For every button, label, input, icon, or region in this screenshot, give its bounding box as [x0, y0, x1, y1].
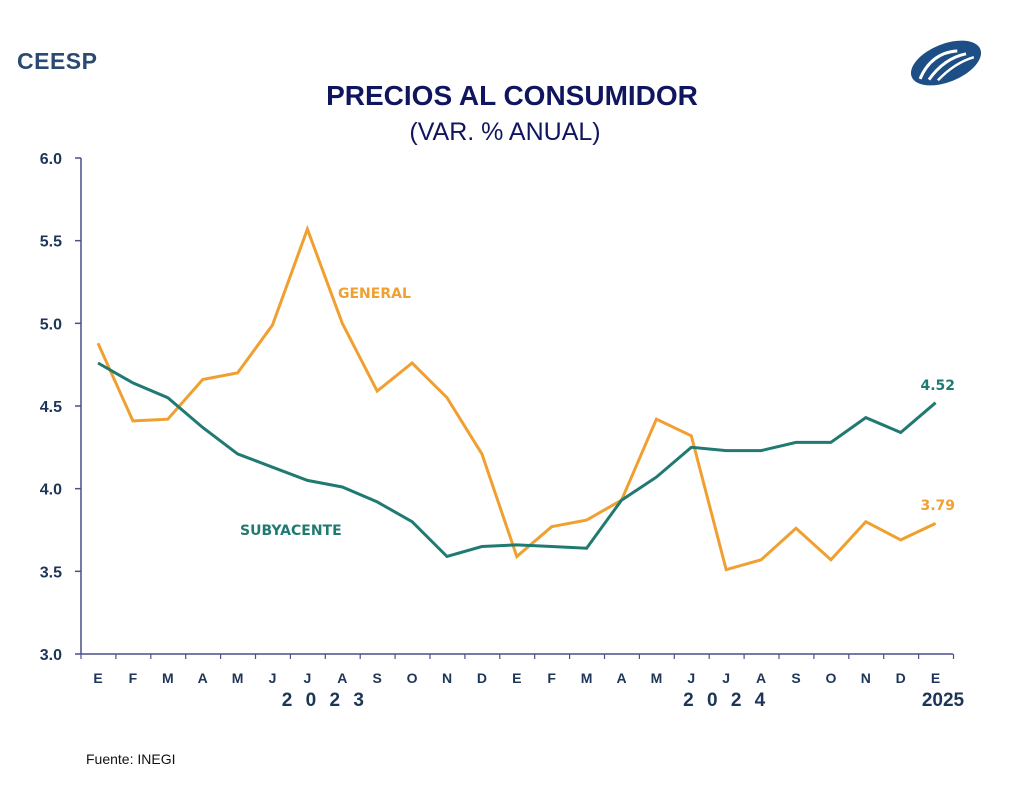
- x-tick-label: O: [825, 670, 836, 686]
- x-tick-label: F: [547, 670, 556, 686]
- source-note: Fuente: INEGI: [86, 751, 176, 767]
- y-tick-label: 5.5: [40, 234, 62, 251]
- tick-labels: 6.0 5.5 5.0 4.5 4.0 3.5 3.0 E F M A M J J A S O N D E F M A M J J…: [40, 151, 965, 711]
- x-tick-label: O: [407, 670, 418, 686]
- y-tick-label: 4.5: [40, 399, 62, 416]
- x-tick-label: F: [129, 670, 138, 686]
- year-label: 2 0 2 4: [683, 690, 769, 711]
- x-tick-label: J: [269, 670, 277, 686]
- y-tick-label: 5.0: [40, 316, 62, 333]
- x-tick-label: A: [337, 670, 347, 686]
- x-tick-label: A: [756, 670, 766, 686]
- series-label-subyacente: SUBYACENTE: [240, 523, 342, 539]
- series-labels: GENERAL SUBYACENTE 4.52 3.79: [240, 286, 955, 539]
- ceesp-brand: CEESP: [17, 48, 98, 74]
- y-tick-label: 6.0: [40, 151, 62, 168]
- x-tick-label: D: [477, 670, 487, 686]
- x-tick-label: M: [651, 670, 663, 686]
- series-lines: [96, 224, 937, 572]
- series-line-subyacente: [97, 361, 937, 559]
- x-tick-label: E: [93, 670, 102, 686]
- x-tick-label: N: [442, 670, 452, 686]
- x-tick-label: A: [616, 670, 626, 686]
- x-tick-label: A: [198, 670, 208, 686]
- x-tick-label: E: [931, 670, 940, 686]
- x-tick-label: N: [861, 670, 871, 686]
- chart-subtitle: (VAR. % ANUAL): [409, 118, 601, 146]
- year-label: 2025: [922, 690, 965, 711]
- x-tick-label: S: [373, 670, 382, 686]
- x-tick-label: J: [304, 670, 312, 686]
- ceesp-logo-icon: [910, 40, 982, 86]
- year-label: 2 0 2 3: [282, 690, 368, 711]
- series-label-general: GENERAL: [338, 286, 411, 302]
- x-tick-label: M: [232, 670, 244, 686]
- series-line-general: [96, 224, 937, 572]
- y-tick-label: 3.5: [40, 564, 62, 581]
- end-value-general: 3.79: [920, 498, 955, 514]
- y-tick-label: 3.0: [40, 647, 62, 664]
- y-tick-label: 4.0: [40, 482, 62, 499]
- x-tick-label: M: [581, 670, 593, 686]
- x-tick-label: S: [791, 670, 800, 686]
- x-tick-label: J: [687, 670, 695, 686]
- axes: [75, 157, 955, 659]
- x-tick-label: D: [896, 670, 906, 686]
- end-value-subyacente: 4.52: [920, 378, 955, 394]
- x-tick-label: E: [512, 670, 521, 686]
- x-tick-label: J: [722, 670, 730, 686]
- chart-title: PRECIOS AL CONSUMIDOR: [326, 80, 698, 111]
- x-tick-label: M: [162, 670, 174, 686]
